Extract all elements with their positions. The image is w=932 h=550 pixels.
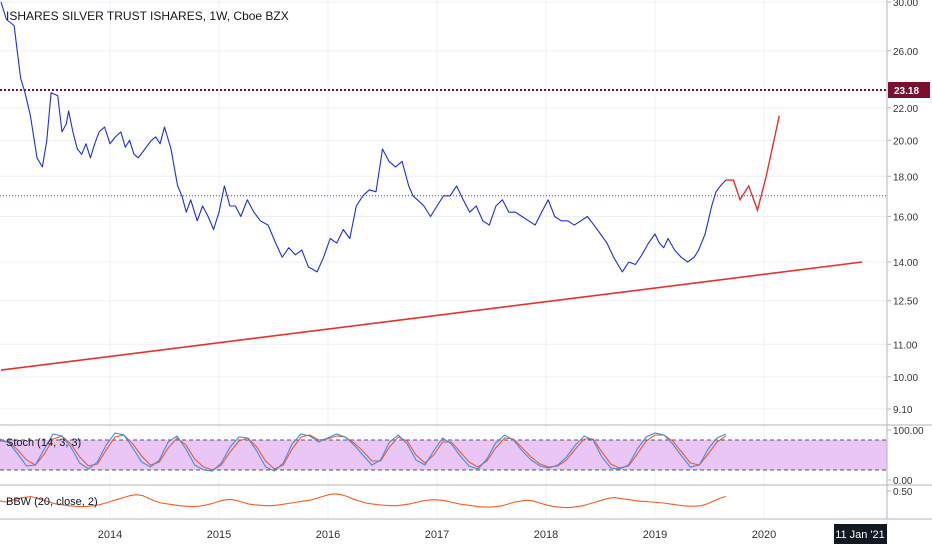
stoch-title: Stoch (14, 3, 3) — [6, 437, 81, 449]
time-tick-label: 2015 — [207, 529, 231, 541]
projection-series — [725, 115, 780, 213]
main-pane[interactable] — [0, 0, 887, 424]
bbw-pane — [0, 493, 727, 509]
grid — [0, 0, 887, 518]
bbw-tick-label: 0.50 — [893, 487, 913, 498]
price-tick-label: 14.00 — [893, 258, 918, 269]
price-tick-label: 11.00 — [893, 340, 918, 351]
stoch-pane — [0, 432, 887, 472]
stoch-d-series — [0, 434, 727, 471]
price-tick-label: 30.00 — [893, 0, 918, 9]
price-tick-label: 26.00 — [893, 47, 918, 58]
time-tick-label: 2020 — [752, 529, 776, 541]
price-tick-label: 18.00 — [893, 172, 918, 183]
stoch-tick-label: 100.00 — [893, 426, 924, 437]
bbw-title: BBW (20, close, 2) — [6, 496, 98, 508]
time-tick-label: 2018 — [534, 529, 558, 541]
time-tick-label: 2019 — [643, 529, 667, 541]
stoch-tick-label: 0.00 — [893, 476, 913, 487]
price-tick-label: 20.00 — [893, 136, 918, 147]
date-badge — [834, 524, 887, 544]
price-series — [0, 1, 727, 273]
price-tick-label: 9.10 — [893, 405, 913, 416]
date-label: 11 Jan '21 — [835, 529, 885, 541]
time-tick-label: 2017 — [425, 529, 449, 541]
trendline-series — [0, 261, 863, 371]
chart-title: ISHARES SILVER TRUST ISHARES, 1W, Cboe B… — [6, 9, 289, 23]
stoch-k-series — [0, 432, 727, 472]
price-tick-label: 16.00 — [893, 212, 918, 223]
time-tick-label: 2014 — [98, 529, 122, 541]
bbw-series — [0, 493, 727, 509]
price-tick-label: 22.00 — [893, 104, 918, 115]
last-price-label: 23.18 — [894, 86, 919, 97]
price-tick-label: 10.00 — [893, 373, 918, 384]
time-tick-label: 2016 — [316, 529, 340, 541]
last-price-badge — [888, 81, 930, 98]
price-tick-label: 12.50 — [893, 297, 918, 308]
main-pane-series — [0, 1, 887, 371]
